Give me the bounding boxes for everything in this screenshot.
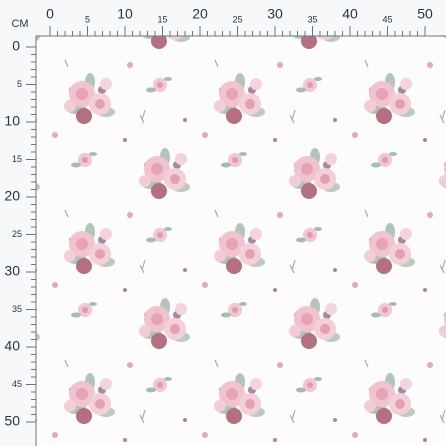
left-ruler-label: 20	[4, 188, 20, 204]
left-ruler-label: 50	[4, 413, 20, 429]
left-ruler-label: 35	[12, 304, 22, 314]
top-ruler-label: 25	[232, 14, 242, 24]
fabric-pattern	[36, 36, 446, 446]
left-ruler-label: 15	[12, 154, 22, 164]
rulers: 0 5 10 15 20 25 30 35 40 45 50 0 5 10 15 20 25 30 35 40 45 50	[4, 6, 433, 429]
left-ruler-label: 25	[12, 229, 22, 239]
left-ruler-label: 10	[4, 113, 20, 129]
top-ruler-label: 45	[382, 14, 392, 24]
unit-label: CM	[11, 18, 28, 30]
top-ruler-label: 20	[192, 6, 208, 22]
left-ruler-label: 30	[4, 263, 20, 279]
left-ruler-label: 0	[12, 38, 20, 54]
top-ruler-label: 35	[307, 14, 317, 24]
top-ruler-label: 50	[417, 6, 433, 22]
left-ruler-label: 5	[17, 79, 22, 89]
left-ruler-label: 40	[4, 338, 20, 354]
left-ruler-label: 45	[12, 379, 22, 389]
top-ruler-label: 5	[85, 14, 90, 24]
top-ruler-label: 30	[267, 6, 283, 22]
top-ruler-label: 0	[46, 6, 54, 22]
top-ruler-label: 40	[342, 6, 358, 22]
top-ruler-label: 15	[157, 14, 167, 24]
top-ruler-label: 10	[117, 6, 133, 22]
